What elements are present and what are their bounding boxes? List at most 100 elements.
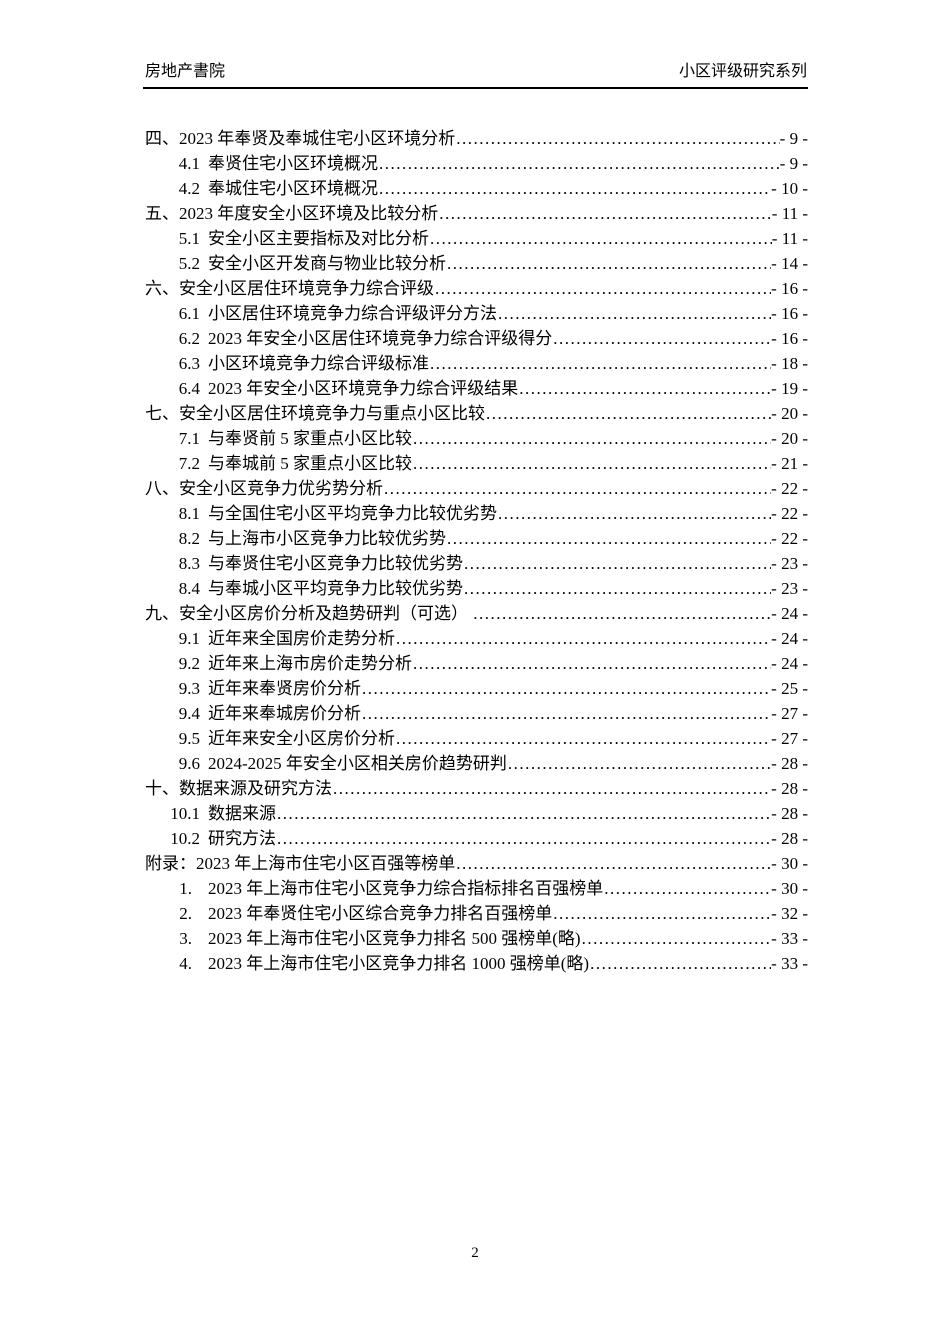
toc-entry[interactable]: 6.4 2023 年安全小区环境竞争力综合评级结果 - 19 -: [145, 376, 808, 401]
page-number: 2: [471, 1245, 479, 1261]
toc-entry-number: 9.2: [178, 654, 200, 673]
toc-entry-title: 安全小区主要指标及对比分析: [208, 229, 429, 248]
toc-entry[interactable]: 8.3 与奉贤住宅小区竞争力比较优劣势 - 23 -: [145, 551, 808, 576]
toc-entry[interactable]: 6.2 2023 年安全小区居住环境竞争力综合评级得分 - 16 -: [145, 326, 808, 351]
toc-dot-leader: [464, 576, 771, 601]
toc-entry-page: - 20 -: [771, 404, 808, 423]
toc-entry[interactable]: 7.1 与奉贤前 5 家重点小区比较 - 20 -: [145, 426, 808, 451]
toc-entry-number: 8.2: [178, 529, 200, 548]
toc-entry[interactable]: 4.1 奉贤住宅小区环境概况 - 9 -: [145, 151, 808, 176]
toc-entry-title: 安全小区居住环境竞争力综合评级: [179, 279, 434, 298]
toc-entry-title: 2023 年上海市住宅小区竞争力排名 500 强榜单(略): [208, 929, 581, 948]
toc-entry[interactable]: 8.1 与全国住宅小区平均竞争力比较优劣势 - 22 -: [145, 501, 808, 526]
toc-entry-page: - 14 -: [771, 254, 808, 273]
toc-entry-page: - 11 -: [771, 204, 808, 223]
toc-entry-number: 8.4: [178, 579, 200, 598]
toc-entry-page: - 21 -: [771, 454, 808, 473]
toc-entry[interactable]: 9.2 近年来上海市房价走势分析 - 24 -: [145, 651, 808, 676]
toc-dot-leader: [396, 626, 771, 651]
toc-entry[interactable]: 10.1 数据来源 - 28 -: [145, 801, 808, 826]
header-left-text: 房地产書院: [145, 63, 226, 80]
toc-entry-page: - 16 -: [771, 279, 808, 298]
toc-entry-title: 研究方法: [208, 829, 276, 848]
toc-entry-title: 近年来上海市房价走势分析: [208, 654, 412, 673]
toc-entry-number: 5.2: [178, 254, 200, 273]
toc-entry-number: 4.: [179, 954, 192, 973]
toc-entry[interactable]: 6.3 小区环境竞争力综合评级标准 - 18 -: [145, 351, 808, 376]
toc-entry-page: - 10 -: [771, 179, 808, 198]
toc-entry[interactable]: 六、安全小区居住环境竞争力综合评级 - 16 -: [145, 276, 808, 301]
toc-dot-leader: [362, 701, 771, 726]
toc-entry[interactable]: 十、数据来源及研究方法 - 28 -: [145, 776, 808, 801]
toc-entry-number: 七、: [145, 404, 179, 423]
toc-entry[interactable]: 10.2 研究方法 - 28 -: [145, 826, 808, 851]
toc-entry-title: 2023 年度安全小区环境及比较分析: [179, 204, 439, 223]
toc-entry-number: 9.4: [178, 704, 200, 723]
toc-entry[interactable]: 2. 2023 年奉贤住宅小区综合竞争力排名百强榜单 - 32 -: [145, 901, 808, 926]
toc-entry-number: 5.1: [178, 229, 200, 248]
toc-entry[interactable]: 8.4 与奉城小区平均竞争力比较优劣势 - 23 -: [145, 576, 808, 601]
toc-entry-page: - 19 -: [771, 379, 808, 398]
toc-entry[interactable]: 4. 2023 年上海市住宅小区竞争力排名 1000 强榜单(略) - 33 -: [145, 951, 808, 976]
toc-dot-leader: [384, 476, 771, 501]
toc-entry[interactable]: 9.3 近年来奉贤房价分析 - 25 -: [145, 676, 808, 701]
toc-entry[interactable]: 九、安全小区房价分析及趋势研判（可选） - 24 -: [145, 601, 808, 626]
toc-entry-number: 五、: [145, 204, 179, 223]
toc-dot-leader: [590, 951, 771, 976]
toc-entry-title: 2023 年奉贤住宅小区综合竞争力排名百强榜单: [208, 904, 553, 923]
toc-entry[interactable]: 7.2 与奉城前 5 家重点小区比较 - 21 -: [145, 451, 808, 476]
toc-entry-page: - 27 -: [771, 729, 808, 748]
toc-dot-leader: [396, 726, 771, 751]
toc-entry-title: 近年来全国房价走势分析: [208, 629, 395, 648]
toc-entry[interactable]: 9.1 近年来全国房价走势分析 - 24 -: [145, 626, 808, 651]
toc-entry-number: 四、: [145, 129, 179, 148]
toc-entry[interactable]: 八、安全小区竞争力优劣势分析 - 22 -: [145, 476, 808, 501]
toc-entry-page: - 24 -: [771, 604, 808, 623]
toc-entry[interactable]: 四、2023 年奉贤及奉城住宅小区环境分析 - 9 -: [145, 126, 808, 151]
toc-dot-leader: [439, 201, 772, 226]
toc-dot-leader: [413, 451, 771, 476]
toc-entry-title: 与全国住宅小区平均竞争力比较优劣势: [208, 504, 497, 523]
toc-entry-page: - 33 -: [771, 929, 808, 948]
toc-entry[interactable]: 七、安全小区居住环境竞争力与重点小区比较 - 20 -: [145, 401, 808, 426]
toc-entry-page: - 22 -: [771, 504, 808, 523]
toc-entry[interactable]: 6.1 小区居住环境竞争力综合评级评分方法 - 16 -: [145, 301, 808, 326]
toc-entry[interactable]: 3. 2023 年上海市住宅小区竞争力排名 500 强榜单(略) - 33 -: [145, 926, 808, 951]
toc-entry-title: 数据来源及研究方法: [179, 779, 332, 798]
toc-entry-page: - 9 -: [779, 154, 808, 173]
toc-entry[interactable]: 5.1 安全小区主要指标及对比分析 - 11 -: [145, 226, 808, 251]
toc-entry-title: 安全小区房价分析及趋势研判（可选）: [179, 604, 473, 623]
toc-entry-title: 奉贤住宅小区环境概况: [208, 154, 378, 173]
toc-entry[interactable]: 1. 2023 年上海市住宅小区竞争力综合指标排名百强榜单 - 30 -: [145, 876, 808, 901]
toc-dot-leader: [456, 126, 779, 151]
toc-entry-number: 8.3: [178, 554, 200, 573]
toc-entry[interactable]: 附录：2023 年上海市住宅小区百强等榜单 - 30 -: [145, 851, 808, 876]
toc-entry[interactable]: 9.5 近年来安全小区房价分析 - 27 -: [145, 726, 808, 751]
page-footer: 2: [0, 1243, 950, 1263]
toc-entry[interactable]: 4.2 奉城住宅小区环境概况 - 10 -: [145, 176, 808, 201]
toc-dot-leader: [473, 601, 771, 626]
toc-dot-leader: [379, 151, 780, 176]
toc-entry[interactable]: 9.4 近年来奉城房价分析 - 27 -: [145, 701, 808, 726]
toc-entry-number: 10.1: [170, 804, 200, 823]
toc-entry[interactable]: 五、2023 年度安全小区环境及比较分析 - 11 -: [145, 201, 808, 226]
toc-dot-leader: [519, 376, 771, 401]
toc-dot-leader: [447, 526, 771, 551]
toc-dot-leader: [333, 776, 771, 801]
header-divider: [143, 87, 808, 89]
toc-entry-page: - 32 -: [771, 904, 808, 923]
toc-entry[interactable]: 9.6 2024-2025 年安全小区相关房价趋势研判 - 28 -: [145, 751, 808, 776]
toc-dot-leader: [435, 276, 771, 301]
toc-dot-leader: [430, 351, 771, 376]
toc-entry-title: 2023 年奉贤及奉城住宅小区环境分析: [179, 129, 456, 148]
toc-entry-number: 6.1: [178, 304, 200, 323]
toc-entry-title: 安全小区竞争力优劣势分析: [179, 479, 383, 498]
toc-entry-number: 3.: [179, 929, 192, 948]
toc-entry-title: 与上海市小区竞争力比较优劣势: [208, 529, 446, 548]
toc-entry-title: 与奉贤住宅小区竞争力比较优劣势: [208, 554, 463, 573]
toc-entry[interactable]: 8.2 与上海市小区竞争力比较优劣势 - 22 -: [145, 526, 808, 551]
toc-entry-title: 小区环境竞争力综合评级标准: [208, 354, 429, 373]
toc-entry-title: 奉城住宅小区环境概况: [208, 179, 378, 198]
toc-entry[interactable]: 5.2 安全小区开发商与物业比较分析 - 14 -: [145, 251, 808, 276]
